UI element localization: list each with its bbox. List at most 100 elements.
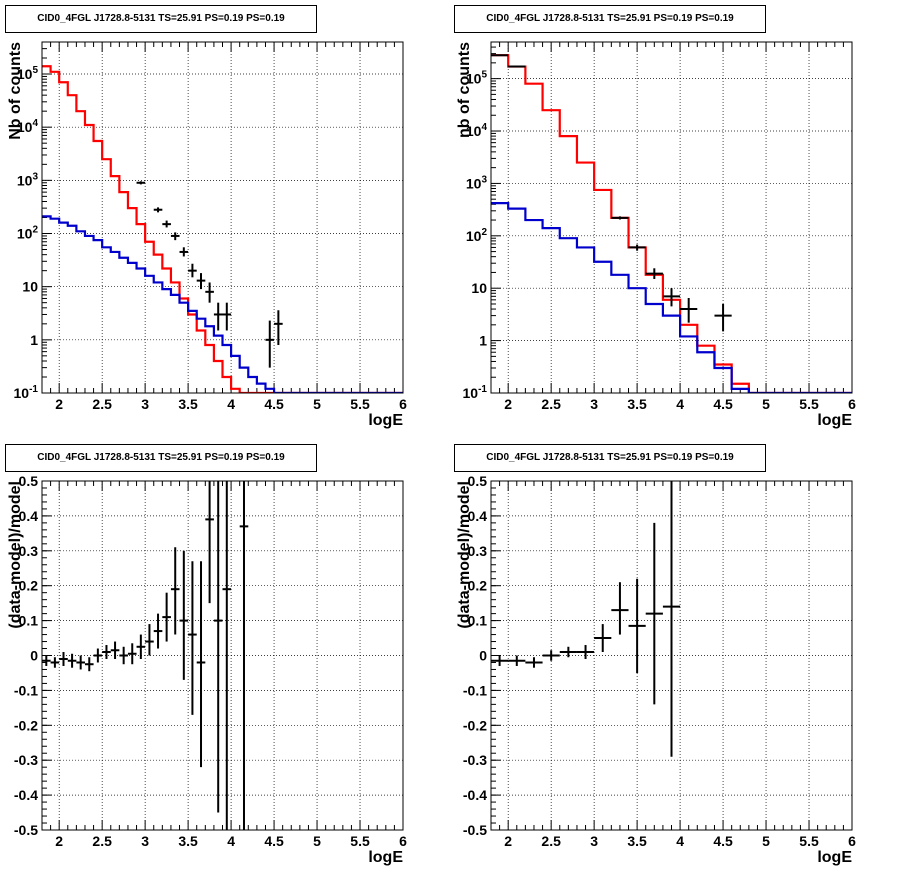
data-point — [205, 481, 214, 604]
plot-area — [42, 42, 403, 393]
chart-title-1: CID0_4FGL J1728.8-5131 TS=25.91 PS=0.19 … — [5, 5, 317, 33]
y-axis-label: (data-model)/model — [7, 481, 24, 629]
histogram-series-2 — [42, 215, 403, 393]
y-tick-label: 10-1 — [14, 384, 39, 401]
x-tick-label: 4 — [227, 396, 235, 412]
y-tick-label: 0.1 — [19, 613, 39, 629]
x-tick-label: 2 — [504, 833, 512, 849]
y-tick-label: -0.4 — [14, 787, 38, 803]
x-tick-label: 6 — [848, 833, 856, 849]
x-tick-label: 4 — [227, 833, 235, 849]
data-point — [628, 578, 646, 673]
data-point — [59, 652, 68, 666]
data-point — [50, 657, 60, 668]
data-point — [102, 645, 111, 659]
data-point — [84, 657, 94, 672]
x-tick-label: 4.5 — [264, 833, 284, 849]
data-point — [491, 54, 509, 57]
y-tick-label: 0.3 — [19, 543, 39, 559]
x-tick-label: 4 — [676, 833, 684, 849]
data-point — [491, 655, 509, 666]
data-point — [42, 655, 51, 666]
plot-area — [491, 42, 852, 393]
x-tick-label: 2.5 — [541, 396, 561, 412]
y-tick-label: -0.2 — [14, 717, 38, 733]
x-tick-label: 2 — [55, 396, 63, 412]
x-tick-label: 6 — [848, 396, 856, 412]
x-tick-label: 5.5 — [350, 396, 370, 412]
data-point — [645, 522, 663, 705]
data-point — [594, 624, 612, 653]
data-point — [162, 220, 171, 228]
chart-panel-1: 2 2.5 3 3.5 4 4.5 5 5.5 6 10-1 1 10 102 103 104 105 logE… — [7, 41, 407, 429]
y-tick-label: 102 — [17, 225, 39, 242]
y-axis-label: Nb of counts — [7, 42, 24, 140]
y-tick-label: -0.1 — [14, 682, 38, 698]
data-point — [525, 657, 543, 668]
x-tick-label: 3.5 — [178, 833, 198, 849]
x-tick-label: 2 — [504, 396, 512, 412]
data-point — [196, 561, 206, 768]
data-point — [542, 650, 560, 661]
data-point — [508, 655, 526, 666]
y-tick-label: 103 — [17, 171, 39, 188]
x-tick-label: 2.5 — [92, 833, 112, 849]
chart-panel-4: 2 2.5 3 3.5 4 4.5 5 5.5 6 -0.5 -0.4 -0.3 -0.2 -0.1 0 0.… — [456, 473, 856, 866]
x-tick-label: 6 — [399, 396, 407, 412]
data-point — [628, 244, 646, 251]
x-axis-label: logE — [817, 849, 852, 866]
y-tick-label: 0.2 — [19, 578, 39, 594]
data-point — [239, 481, 249, 830]
plot-frame — [41, 480, 404, 831]
x-tick-label: 2 — [55, 833, 63, 849]
data-point — [188, 561, 197, 715]
x-tick-label: 6 — [399, 833, 407, 849]
x-axis-label: logE — [368, 412, 403, 429]
data-point — [611, 582, 629, 635]
y-tick-label: 0.1 — [468, 613, 488, 629]
y-tick-label: -0.5 — [463, 822, 487, 838]
y-tick-label: 0.5 — [468, 473, 488, 489]
y-tick-label: 1 — [30, 332, 38, 348]
data-point — [76, 655, 85, 670]
x-tick-label: 5.5 — [799, 396, 819, 412]
chart-panel-2: 2 2.5 3 3.5 4 4.5 5 5.5 6 10-1 1 10 102 103 104 105 logE… — [456, 41, 856, 429]
y-tick-label: 104 — [17, 118, 39, 135]
data-point — [662, 288, 681, 307]
histogram-series-2 — [491, 202, 852, 393]
data-point — [67, 653, 77, 668]
data-point — [170, 547, 180, 635]
y-tick-label: 0 — [30, 648, 38, 664]
data-point — [179, 550, 189, 680]
y-tick-label: 1 — [479, 333, 487, 349]
y-tick-label: -0.3 — [14, 752, 38, 768]
x-tick-label: 3 — [590, 396, 598, 412]
x-tick-label: 4.5 — [713, 833, 733, 849]
data-point — [205, 282, 214, 303]
y-tick-label: 10 — [22, 279, 38, 295]
x-tick-label: 5 — [313, 396, 321, 412]
x-tick-label: 4.5 — [713, 396, 733, 412]
y-tick-label: 0.5 — [19, 473, 39, 489]
x-tick-label: 3.5 — [178, 396, 198, 412]
data-point — [714, 303, 732, 332]
x-tick-label: 3.5 — [627, 833, 647, 849]
data-point — [576, 645, 595, 659]
y-tick-label: 10-1 — [463, 384, 488, 401]
histogram-series-1 — [491, 54, 852, 393]
data-point — [153, 207, 163, 213]
data-point — [188, 263, 197, 278]
plot-frame — [490, 480, 853, 831]
chart-title-4: CID0_4FGL J1728.8-5131 TS=25.91 PS=0.19 … — [454, 444, 766, 472]
data-point — [508, 65, 526, 68]
y-tick-label: 105 — [17, 65, 39, 82]
x-tick-label: 3 — [590, 833, 598, 849]
x-axis-label: logE — [368, 849, 403, 866]
x-tick-label: 3 — [141, 833, 149, 849]
histogram-series-1 — [42, 65, 403, 393]
x-tick-label: 4.5 — [264, 396, 284, 412]
data-point — [222, 481, 232, 830]
data-point — [179, 247, 189, 257]
x-tick-label: 3.5 — [627, 396, 647, 412]
data-point — [662, 481, 681, 757]
